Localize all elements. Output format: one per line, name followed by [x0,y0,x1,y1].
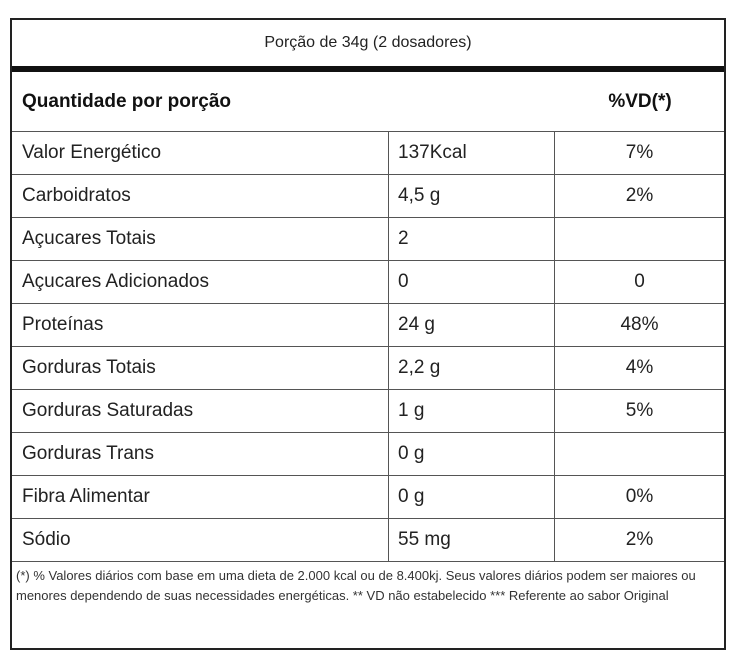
nutrient-amount: 4,5 g [389,175,555,217]
nutrient-name: Valor Energético [12,132,389,174]
nutrition-facts-table: Porção de 34g (2 dosadores) Quantidade p… [10,18,726,650]
nutrient-vd: 5% [625,400,654,421]
nutrient-name: Gorduras Trans [12,433,389,475]
nutrient-name: Sódio [12,519,389,561]
nutrient-amount: 24 g [389,304,555,346]
nutrient-amount: 0 g [389,476,555,518]
nutrient-name: Gorduras Totais [12,347,389,389]
nutrient-name: Fibra Alimentar [12,476,389,518]
nutrient-vd [555,433,724,475]
table-row: Proteínas 24 g 48% [12,304,724,347]
table-row: Gorduras Trans 0 g [12,433,724,476]
table-row: Açucares Adicionados 0 0 [12,261,724,304]
table-row: Carboidratos 4,5 g 2% [12,175,724,218]
table-row: Valor Energético 137Kcal 7% [12,132,724,175]
nutrient-vd: 4% [625,357,654,378]
quantity-header: Quantidade por porção [22,90,232,112]
nutrient-vd: 48% [620,314,659,335]
nutrient-amount: 1 g [389,390,555,432]
table-row: Açucares Totais 2 [12,218,724,261]
nutrient-amount: 2,2 g [389,347,555,389]
nutrient-rows: Valor Energético 137Kcal 7% Carboidratos… [12,132,724,562]
table-row: Gorduras Totais 2,2 g 4% [12,347,724,390]
nutrient-vd: 0% [625,486,654,507]
nutrient-amount: 55 mg [389,519,555,561]
vd-header: %VD(*) [608,90,672,112]
table-row: Gorduras Saturadas 1 g 5% [12,390,724,433]
nutrient-name: Gorduras Saturadas [12,390,389,432]
table-header: Quantidade por porção %VD(*) [12,72,724,132]
table-row: Sódio 55 mg 2% [12,519,724,562]
nutrient-amount: 2 [389,218,555,260]
nutrient-name: Proteínas [12,304,389,346]
nutrient-amount: 0 [389,261,555,303]
footnote: (*) % Valores diários com base em uma di… [16,568,696,603]
nutrient-vd [555,218,724,260]
table-row: Fibra Alimentar 0 g 0% [12,476,724,519]
nutrient-amount: 137Kcal [389,132,555,174]
nutrient-vd: 2% [625,529,654,550]
nutrient-name: Açucares Totais [12,218,389,260]
nutrient-vd: 0 [634,271,645,292]
nutrient-vd: 7% [625,142,654,163]
header-divider [12,66,724,72]
portion-size: Porção de 34g (2 dosadores) [264,34,472,51]
nutrient-vd: 2% [625,185,654,206]
nutrient-amount: 0 g [389,433,555,475]
nutrient-name: Açucares Adicionados [12,261,389,303]
nutrient-name: Carboidratos [12,175,389,217]
